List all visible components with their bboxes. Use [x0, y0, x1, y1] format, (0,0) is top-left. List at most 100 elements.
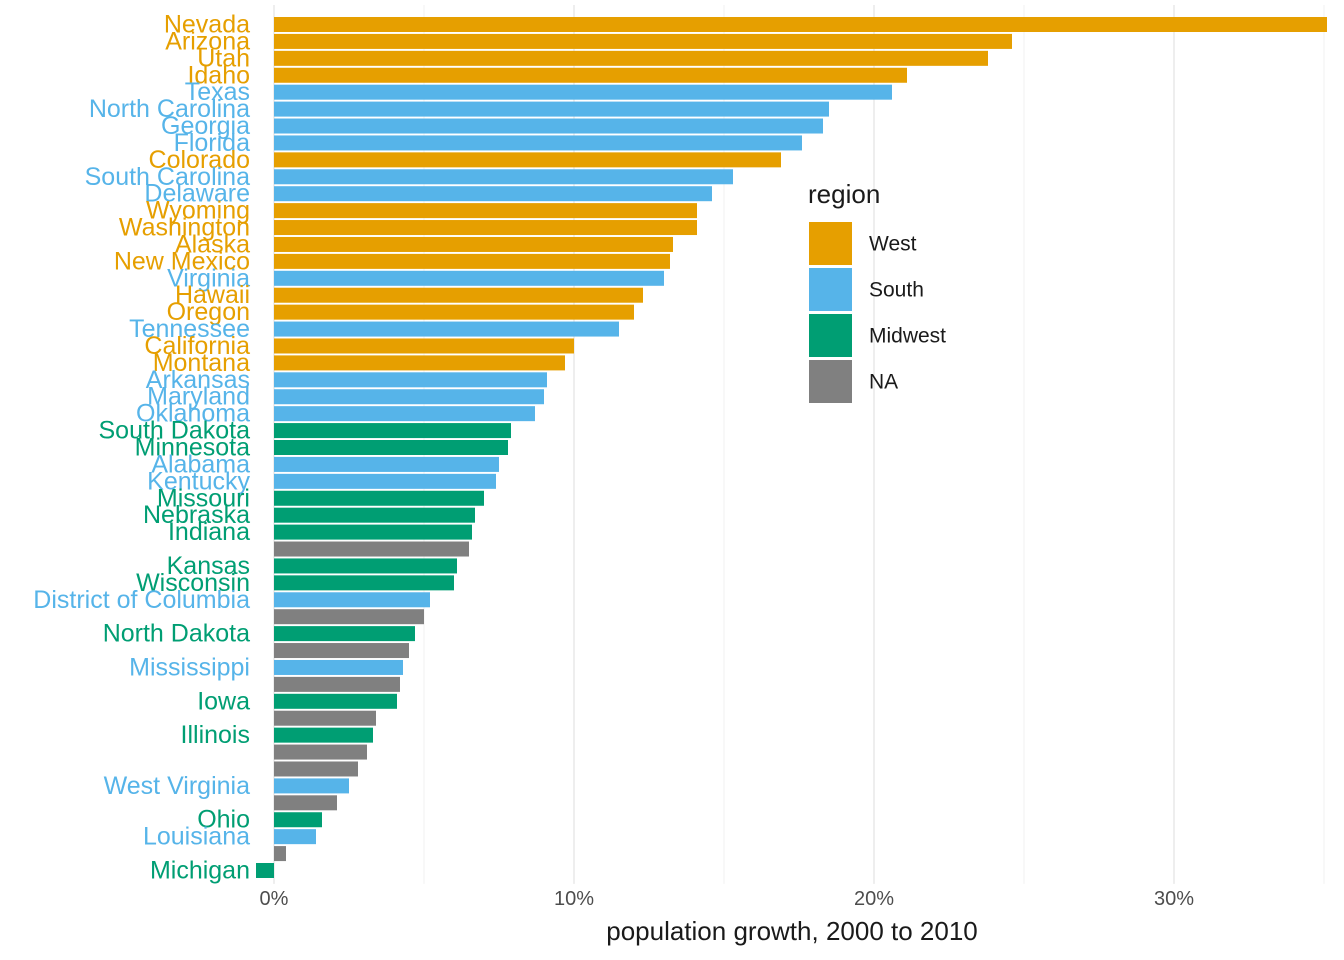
bar-hawaii: [274, 287, 643, 303]
bar-colorado: [274, 152, 781, 168]
legend-label-west: West: [869, 233, 917, 256]
bar-texas: [274, 84, 892, 100]
state-label: Indiana: [168, 518, 250, 546]
state-label: Utah: [197, 44, 250, 72]
bar-florida: [274, 135, 802, 151]
state-label: North Dakota: [103, 620, 250, 648]
state-label: Minnesota: [135, 434, 250, 462]
legend-key-south: [809, 268, 852, 311]
state-label: Wisconsin: [136, 569, 250, 597]
state-label: Illinois: [181, 721, 250, 749]
bar-missouri: [274, 490, 484, 506]
bar-north-dakota: [274, 626, 415, 642]
bar-new-mexico: [274, 253, 670, 269]
state-label: Washington: [119, 214, 250, 242]
state-label: New Mexico: [114, 247, 250, 275]
x-axis-title: population growth, 2000 to 2010: [606, 916, 978, 946]
bar-arkansas: [274, 372, 547, 388]
state-label: Colorado: [149, 146, 250, 174]
bar-unlabeled-43: [274, 744, 367, 760]
state-label: Hawaii: [175, 281, 250, 309]
state-label: Maryland: [147, 383, 250, 411]
state-label: Nebraska: [143, 501, 250, 529]
bar-minnesota: [274, 440, 508, 455]
bar-georgia: [274, 118, 823, 134]
bar-unlabeled-35: [274, 609, 424, 625]
legend-key-west: [809, 222, 852, 265]
bar-unlabeled-37: [274, 643, 409, 659]
state-label: Oregon: [167, 298, 250, 326]
bar-unlabeled-39: [274, 676, 400, 692]
bar-unlabeled-44: [274, 761, 358, 777]
state-label: Idaho: [187, 61, 250, 89]
bar-idaho: [274, 67, 907, 83]
bar-nebraska: [274, 507, 475, 523]
state-label: Texas: [185, 78, 250, 106]
bar-alabama: [274, 456, 499, 472]
state-label: Montana: [153, 349, 250, 377]
bar-utah: [274, 50, 988, 66]
bar-wyoming: [274, 203, 697, 219]
state-label: Alabama: [151, 450, 250, 478]
x-tick-label: 0%: [260, 888, 289, 910]
state-label: District of Columbia: [33, 586, 250, 614]
state-label: Alaska: [175, 230, 250, 258]
state-label: Oklahoma: [136, 400, 250, 428]
bar-delaware: [274, 186, 712, 202]
bar-arizona: [274, 33, 1012, 49]
state-label: North Carolina: [89, 95, 250, 123]
x-tick-label-group: 0% 10% 20% 30%: [260, 888, 1195, 910]
state-label: Nevada: [164, 11, 250, 39]
legend-label-midwest: Midwest: [869, 325, 946, 348]
bar-unlabeled-31: [274, 541, 469, 557]
x-tick-label: 20%: [854, 888, 894, 910]
bar-oklahoma: [274, 406, 535, 422]
legend-title: region: [808, 179, 880, 209]
bar-ohio: [274, 812, 322, 828]
state-label: South Carolina: [85, 163, 250, 191]
legend-key-na: [809, 360, 852, 403]
state-label: Arkansas: [146, 366, 250, 394]
bar-nevada: [274, 17, 1327, 32]
state-label: West Virginia: [104, 772, 250, 800]
bar-michigan: [256, 863, 274, 878]
bar-montana: [274, 355, 565, 371]
state-label: Michigan: [150, 857, 250, 885]
bar-unlabeled-49: [274, 846, 286, 862]
bar-district-of-columbia: [274, 592, 430, 608]
bar-south-carolina: [274, 169, 733, 185]
legend-key-midwest: [809, 314, 852, 357]
bar-virginia: [274, 270, 664, 286]
bar-north-carolina: [274, 101, 829, 117]
state-label: Kansas: [167, 552, 250, 580]
legend: region West South Midwest NA: [808, 179, 946, 403]
bar-oregon: [274, 304, 634, 320]
state-label: Kentucky: [147, 467, 250, 495]
state-label: South Dakota: [99, 417, 251, 445]
bar-tennessee: [274, 321, 619, 337]
bar-indiana: [274, 524, 472, 540]
bar-unlabeled-41: [274, 710, 376, 726]
state-label: Missouri: [157, 484, 250, 512]
bar-west-virginia: [274, 778, 349, 794]
legend-label-south: South: [869, 279, 924, 302]
x-tick-label: 30%: [1154, 888, 1194, 910]
bar-group: [256, 17, 1327, 878]
state-label: Delaware: [144, 180, 250, 208]
bar-alaska: [274, 236, 673, 252]
x-tick-label: 10%: [554, 888, 594, 910]
state-label: Iowa: [197, 687, 250, 715]
bar-louisiana: [274, 829, 316, 845]
bar-south-dakota: [274, 423, 511, 439]
state-label: Georgia: [161, 112, 250, 140]
state-label: Louisiana: [143, 823, 250, 851]
state-label: Mississippi: [129, 653, 250, 681]
state-label: Virginia: [167, 264, 250, 292]
bar-unlabeled-46: [274, 795, 337, 811]
legend-label-na: NA: [869, 371, 898, 394]
state-label: Tennessee: [129, 315, 250, 343]
state-label: Arizona: [165, 27, 250, 55]
state-label: Wyoming: [146, 197, 250, 225]
